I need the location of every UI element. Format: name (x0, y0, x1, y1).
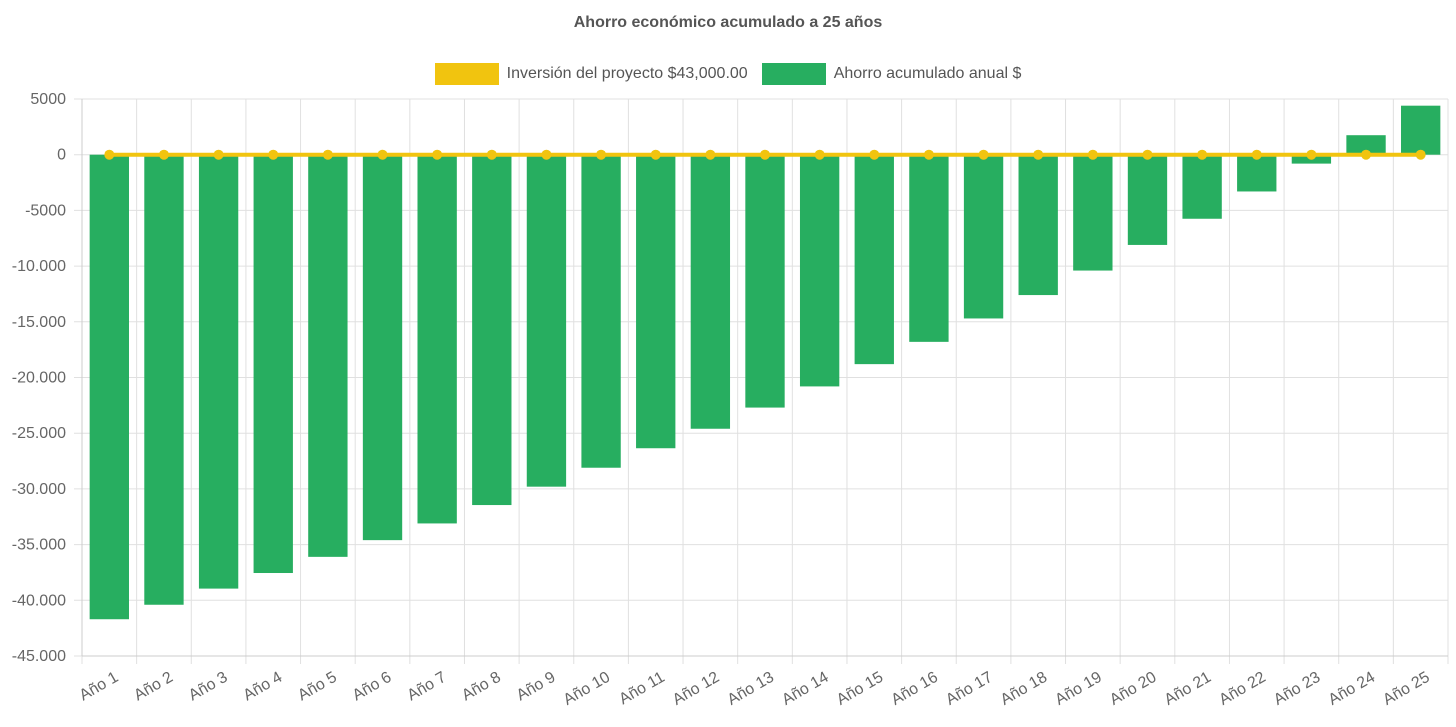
investment-point (377, 149, 388, 160)
x-tick-label: Año 6 (350, 669, 395, 705)
x-tick-label: Año 2 (131, 669, 176, 705)
legend-label-investment: Inversión del proyecto $43,000.00 (506, 65, 748, 82)
investment-point (268, 149, 279, 160)
bar-año-22 (1237, 154, 1277, 192)
investment-point (869, 149, 880, 160)
legend-item-savings[interactable]: Ahorro acumulado anual $ (761, 63, 1022, 85)
investment-point (1415, 149, 1426, 160)
investment-point (923, 149, 934, 160)
investment-point (596, 149, 607, 160)
investment-point (1306, 149, 1317, 160)
x-tick-label: Año 12 (670, 669, 723, 709)
bar-año-12 (690, 154, 731, 429)
x-tick-label: Año 1 (77, 669, 122, 705)
investment-point (650, 149, 661, 160)
bar-año-17 (963, 154, 1004, 319)
x-tick-label: Año 4 (241, 669, 286, 705)
investment-point (432, 149, 443, 160)
y-tick-label: 5000 (30, 91, 66, 108)
x-tick-label: Año 11 (616, 669, 667, 709)
y-tick-label: -40.000 (12, 592, 66, 609)
bar-año-5 (308, 154, 348, 557)
bar-año-20 (1127, 154, 1168, 245)
bar-año-18 (1018, 154, 1058, 296)
bar-año-3 (198, 154, 239, 589)
investment-point (1251, 149, 1262, 160)
bar-año-6 (362, 154, 403, 541)
investment-point (1142, 149, 1153, 160)
y-tick-label: -15.000 (12, 314, 66, 331)
investment-point (1361, 149, 1372, 160)
x-tick-label: Año 13 (725, 669, 778, 709)
x-tick-label: Año 24 (1326, 669, 1379, 709)
investment-point (705, 149, 716, 160)
x-tick-label: Año 20 (1107, 669, 1160, 709)
legend-swatch-savings (761, 63, 826, 85)
x-tick-label: Año 19 (1052, 669, 1105, 709)
bar-año-7 (417, 154, 457, 524)
y-tick-label: -25.000 (12, 425, 66, 442)
bar-año-24 (1346, 135, 1386, 155)
bar-año-1 (89, 154, 129, 620)
bar-año-4 (253, 154, 293, 574)
x-tick-label: Año 3 (186, 669, 231, 705)
x-tick-label: Año 8 (459, 669, 504, 705)
legend-swatch-investment (434, 63, 499, 85)
investment-point (1033, 149, 1044, 160)
investment-point (486, 149, 497, 160)
legend-label-savings: Ahorro acumulado anual $ (833, 65, 1022, 82)
investment-point (104, 149, 115, 160)
y-tick-label: -10.000 (12, 258, 66, 275)
x-tick-label: Año 7 (404, 669, 449, 705)
bar-año-13 (745, 154, 785, 408)
x-tick-label: Año 22 (1216, 669, 1269, 709)
investment-point (213, 149, 224, 160)
investment-point (814, 149, 825, 160)
x-tick-label: Año 18 (998, 669, 1051, 709)
x-tick-label: Año 25 (1380, 669, 1433, 709)
y-tick-label: -45.000 (12, 648, 66, 665)
x-tick-label: Año 15 (834, 669, 887, 709)
legend: Inversión del proyecto $43,000.00 Ahorro… (0, 63, 1456, 85)
x-tick-label: Año 14 (779, 669, 832, 709)
investment-point (322, 149, 333, 160)
investment-point (760, 149, 770, 160)
investment-point (541, 149, 552, 160)
bar-año-8 (472, 154, 512, 506)
chart-title: Ahorro económico acumulado a 25 años (573, 14, 883, 31)
bar-año-16 (909, 154, 949, 342)
investment-point (1197, 149, 1208, 160)
legend-item-investment[interactable]: Inversión del proyecto $43,000.00 (434, 63, 748, 85)
y-tick-label: -30.000 (12, 481, 66, 498)
y-tick-label: -20.000 (12, 370, 66, 387)
bar-año-21 (1182, 154, 1222, 219)
x-tick-label: Año 21 (1162, 669, 1215, 709)
y-tick-label: -5000 (25, 202, 66, 219)
bar-año-10 (581, 154, 621, 468)
x-tick-label: Año 23 (1271, 669, 1324, 709)
x-tick-label: Año 5 (295, 669, 340, 705)
bar-año-11 (636, 154, 676, 449)
bar-año-2 (144, 154, 184, 605)
x-tick-label: Año 10 (561, 669, 614, 709)
y-tick-label: 0 (57, 147, 66, 164)
x-tick-label: Año 17 (943, 669, 996, 709)
bar-año-15 (854, 154, 894, 365)
bar-año-14 (799, 154, 840, 387)
x-tick-label: Año 9 (514, 669, 559, 705)
investment-point (158, 149, 169, 160)
bar-año-25 (1401, 105, 1441, 155)
y-tick-label: -35.000 (12, 537, 66, 554)
x-tick-label: Año 16 (888, 669, 941, 709)
investment-point (1087, 149, 1098, 160)
investment-point (978, 149, 989, 160)
bar-año-19 (1073, 154, 1113, 271)
bar-año-9 (526, 154, 567, 487)
